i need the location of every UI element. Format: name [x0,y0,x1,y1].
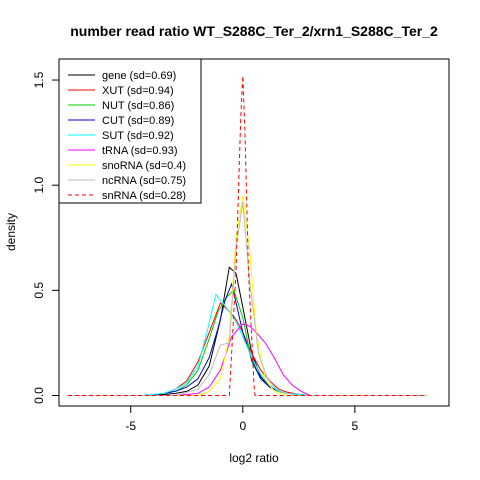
series-line-5 [68,323,427,396]
y-tick-label: 0.0 [32,387,46,404]
legend-entry-label: SUT (sd=0.92) [102,130,174,142]
legend-entry-label: gene (sd=0.69) [102,70,176,82]
legend-box [58,58,202,204]
legend-entry-label: ncRNA (sd=0.75) [102,175,186,187]
series-line-8 [68,75,427,396]
series-line-6 [68,195,427,396]
chart-title: number read ratio WT_S288C_Ter_2/xrn1_S2… [70,23,438,39]
legend-entry-label: snRNA (sd=0.28) [102,190,186,202]
x-tick-label: -5 [125,419,136,433]
series-layer [68,75,427,396]
y-axis-label: density [4,213,18,251]
y-tick-label: 0.5 [32,282,46,299]
y-axis: 0.0 0.5 1.0 1.5 [32,71,60,404]
y-tick-label: 1.0 [32,177,46,194]
x-axis: -5 0 5 [125,405,359,433]
series-line-7 [68,201,427,396]
legend-entry-label: tRNA (sd=0.93) [102,145,178,157]
legend-entry-label: XUT (sd=0.94) [102,85,174,97]
legend: gene (sd=0.69) XUT (sd=0.94) NUT (sd=0.86)… [58,58,202,204]
legend-entry-label: NUT (sd=0.86) [102,100,174,112]
y-tick-label: 1.5 [32,71,46,88]
legend-entry-label: CUT (sd=0.89) [102,115,174,127]
x-axis-label: log2 ratio [229,451,279,465]
x-tick-label: 0 [239,419,246,433]
x-tick-label: 5 [352,419,359,433]
legend-entry-label: snoRNA (sd=0.4) [102,160,186,172]
